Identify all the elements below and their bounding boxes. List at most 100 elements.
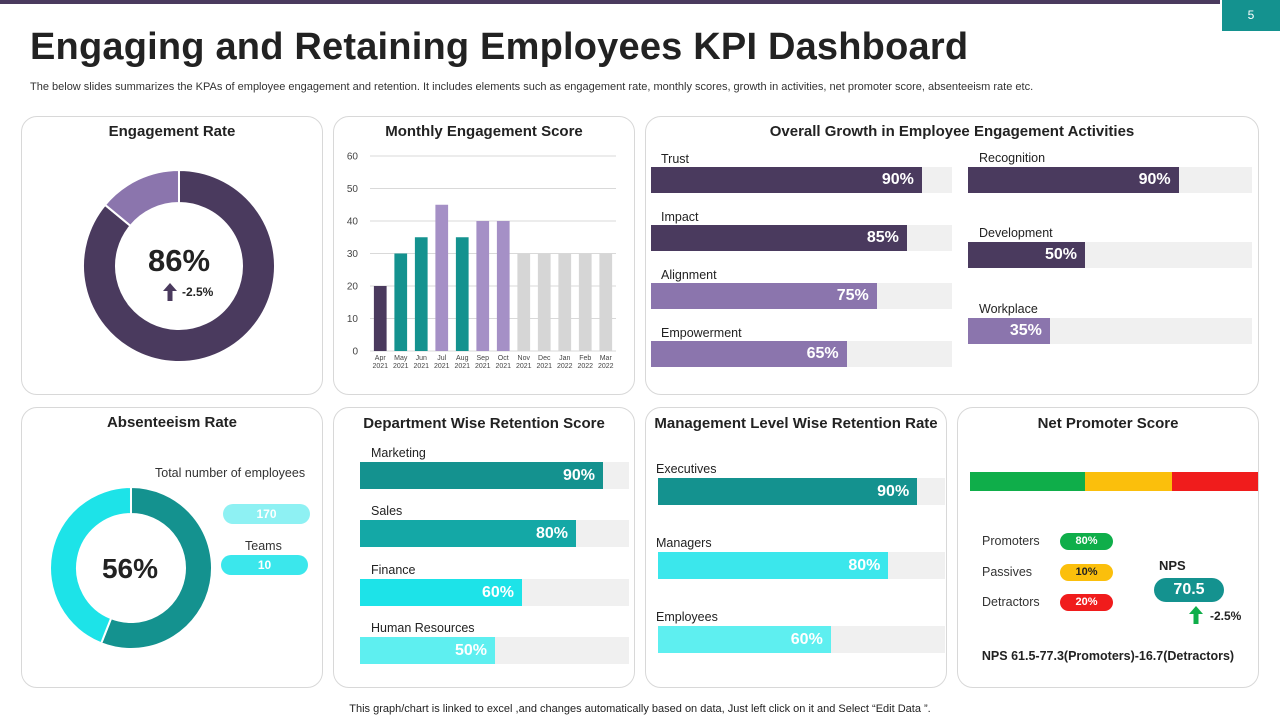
growth-bar-impact-value: 85% (866, 229, 899, 246)
total-employees-pill: 170 (223, 504, 310, 524)
absenteeism-rate-card: Absenteeism Rate 56% Total number of emp… (21, 407, 323, 688)
growth-bar-trust-label: Trust (661, 152, 690, 166)
passives-label: Passives (982, 565, 1033, 579)
x-tick-year: 2021 (413, 363, 429, 370)
bar-apr (373, 286, 387, 351)
growth-bar-workplace-track: 35% (968, 318, 1252, 344)
x-tick-year: 2021 (475, 363, 491, 370)
management-retention-title: Management Level Wise Retention Rate (654, 415, 938, 432)
y-tick-label: 0 (352, 347, 358, 358)
absenteeism-remaining-slice (49, 485, 132, 645)
growth-bar-recognition-fill: 90% (968, 167, 1179, 193)
x-tick-month: Feb (579, 355, 591, 362)
bar-mar (599, 253, 613, 351)
x-tick-month: Apr (375, 355, 387, 362)
x-tick-year: 2022 (598, 363, 614, 370)
bar-jul (435, 204, 449, 351)
mgmt-bar-employees-track: 60% (658, 626, 945, 653)
dept-bar-finance-value: 60% (481, 583, 514, 601)
monthly-engagement-chart: 0102030405060Apr2021May2021Jun2021Jul202… (347, 152, 616, 370)
total-employees-label: Total number of employees (155, 466, 306, 480)
x-tick-month: May (394, 355, 408, 362)
x-tick-month: Jul (437, 355, 446, 362)
promoters-badge: 80% (1060, 533, 1113, 550)
x-tick-year: 2021 (372, 363, 388, 370)
mgmt-bar-managers-value: 80% (848, 556, 881, 574)
engagement-slice (82, 168, 276, 363)
x-tick-month: Dec (538, 355, 551, 362)
y-tick-label: 50 (347, 184, 359, 195)
teams-pill: 10 (221, 555, 308, 575)
arrow-up-icon (163, 283, 177, 301)
engagement-rate-donut (82, 168, 276, 363)
nps-card: Net Promoter Score Promoters 80% Passive… (957, 407, 1259, 688)
mgmt-bar-employees-fill: 60% (658, 626, 831, 653)
growth-bar-impact-label: Impact (661, 210, 699, 224)
top-accent-bar (0, 0, 1220, 4)
page-number: 5 (1222, 0, 1280, 31)
growth-bar-development-label: Development (979, 226, 1053, 240)
growth-bar-impact-track: 85% (651, 225, 952, 251)
absenteeism-rate-title: Absenteeism Rate (106, 414, 238, 431)
x-tick-month: Sep (477, 355, 490, 362)
detractors-label: Detractors (982, 595, 1040, 609)
engagement-rate-title: Engagement Rate (108, 123, 236, 140)
x-tick-month: Mar (600, 355, 613, 362)
growth-bar-development-fill: 50% (968, 242, 1085, 268)
dept-bar-human-resources-value: 50% (454, 641, 487, 659)
dept-bar-sales-label: Sales (371, 504, 403, 518)
nps-value-pill: 70.5 (1154, 578, 1224, 602)
growth-bar-recognition-label: Recognition (979, 151, 1046, 165)
x-tick-month: Aug (456, 355, 469, 362)
dept-bar-finance-fill: 60% (360, 579, 522, 606)
growth-bar-trust-fill: 90% (651, 167, 922, 193)
x-tick-month: Oct (498, 355, 509, 362)
growth-bar-recognition-value: 90% (1138, 171, 1171, 188)
y-tick-label: 10 (347, 314, 359, 325)
dept-bar-marketing-value: 90% (562, 466, 595, 484)
absenteeism-rate-value: 56% (101, 553, 159, 584)
x-tick-year: 2022 (557, 363, 573, 370)
x-tick-month: Jan (559, 355, 570, 362)
mgmt-bar-executives-label: Executives (656, 462, 717, 476)
department-retention-card: Department Wise Retention Score Marketin… (333, 407, 635, 688)
dept-bar-marketing-track: 90% (360, 462, 629, 489)
dept-bar-finance-track: 60% (360, 579, 629, 606)
dept-bar-finance-label: Finance (371, 563, 416, 577)
dept-bar-human-resources-label: Human Resources (371, 621, 475, 635)
x-tick-year: 2021 (434, 363, 450, 370)
growth-bar-empowerment-track: 65% (651, 341, 952, 367)
management-retention-card: Management Level Wise Retention Rate Exe… (645, 407, 947, 688)
engagement-rate-change: -2.5% (182, 285, 214, 299)
growth-bar-alignment-value: 75% (836, 287, 869, 304)
mgmt-bar-managers-label: Managers (656, 536, 712, 550)
bar-jan (558, 253, 572, 351)
x-tick-year: 2021 (495, 363, 511, 370)
arrow-up-icon (1189, 606, 1203, 624)
growth-bar-empowerment-fill: 65% (651, 341, 847, 367)
growth-bar-alignment-fill: 75% (651, 283, 877, 309)
overall-growth-card: Overall Growth in Employee Engagement Ac… (645, 116, 1259, 395)
page-subtitle: The below slides summarizes the KPAs of … (30, 81, 1034, 93)
nps-color-scale (970, 472, 1258, 491)
nps-scale-yellow (1085, 472, 1172, 491)
growth-bar-workplace-value: 35% (1009, 322, 1042, 339)
x-tick-month: Nov (518, 355, 531, 362)
bar-feb (578, 253, 592, 351)
y-tick-label: 30 (347, 249, 359, 260)
y-tick-label: 20 (347, 282, 359, 293)
dept-bar-human-resources-fill: 50% (360, 637, 495, 664)
growth-bar-workplace-label: Workplace (979, 302, 1038, 316)
dept-bar-sales-value: 80% (535, 524, 568, 542)
bar-oct (496, 221, 510, 351)
nps-change: -2.5% (1210, 609, 1242, 623)
growth-bar-empowerment-value: 65% (806, 345, 839, 362)
dept-bar-marketing-label: Marketing (371, 446, 426, 460)
absenteeism-slice (99, 485, 213, 650)
nps-formula: NPS 61.5-77.3(Promoters)-16.7(Detractors… (981, 649, 1235, 663)
dept-bar-sales-fill: 80% (360, 520, 576, 547)
nps-scale-red (1171, 472, 1258, 491)
bar-may (394, 253, 408, 351)
bar-dec (537, 253, 551, 351)
x-tick-year: 2021 (393, 363, 409, 370)
